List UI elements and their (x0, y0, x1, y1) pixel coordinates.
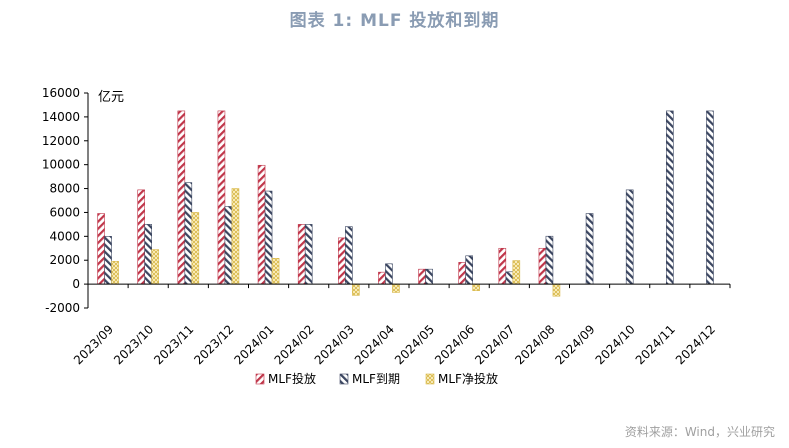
bar-mlf-net-issuance (392, 283, 400, 293)
y-unit-label: 亿元 (98, 90, 124, 105)
x-tick-label: 2024/12 (673, 322, 718, 367)
legend-mlf-issuance-label: MLF投放 (268, 371, 316, 386)
x-tick-label: 2024/04 (352, 322, 397, 367)
bar-mlf-issuance (257, 164, 266, 285)
bar-mlf-net-issuance (191, 212, 200, 285)
x-tick-label: 2024/01 (232, 322, 277, 367)
bar-mlf-maturity (706, 110, 714, 285)
bar-mlf-maturity (625, 189, 634, 285)
x-tick-label: 2024/03 (312, 322, 357, 367)
bar-mlf-issuance (338, 237, 346, 285)
y-tick-label: 10000 (42, 158, 80, 172)
bar-mlf-issuance (538, 247, 547, 285)
bar-mlf-issuance (498, 247, 507, 285)
x-tick-label: 2023/12 (191, 322, 236, 367)
bar-mlf-net-issuance (512, 260, 521, 285)
x-tick-label: 2024/08 (512, 322, 557, 367)
bar-mlf-maturity (144, 224, 152, 285)
x-tick-label: 2024/05 (392, 322, 437, 367)
bar-mlf-maturity (345, 226, 353, 285)
bar-mlf-maturity (545, 235, 554, 285)
bar-mlf-net-issuance (352, 283, 360, 296)
bar-mlf-maturity (505, 271, 514, 285)
bar-mlf-maturity (585, 213, 594, 285)
source-note: 资料来源：Wind，兴业研究 (624, 425, 775, 439)
bar-mlf-issuance (97, 213, 105, 285)
x-tick-label: 2024/06 (432, 322, 477, 367)
bar-mlf-issuance (177, 110, 186, 285)
y-tick-label: 6000 (49, 205, 80, 219)
bar-mlf-maturity (184, 182, 193, 285)
bar-mlf-maturity (264, 190, 273, 285)
bar-mlf-maturity (425, 268, 433, 285)
bar-mlf-net-issuance (472, 283, 480, 291)
y-tick-label: 8000 (49, 182, 80, 196)
legend-mlf-maturity-swatch (339, 373, 349, 385)
bar-mlf-maturity (385, 263, 393, 285)
legend-mlf-net-issuance-swatch (425, 373, 435, 385)
x-tick-label: 2024/10 (593, 322, 638, 367)
legend-mlf-maturity-label: MLF到期 (352, 372, 400, 386)
x-tick-label: 2024/07 (472, 322, 517, 367)
x-tick-label: 2024/11 (633, 322, 678, 367)
x-tick-label: 2023/11 (151, 322, 196, 367)
y-tick-label: 0 (72, 277, 80, 291)
bar-mlf-maturity (304, 224, 313, 285)
legend-mlf-issuance-swatch (255, 373, 265, 385)
y-tick-label: 16000 (42, 86, 80, 100)
x-tick-label: 2024/09 (553, 322, 598, 367)
bar-mlf-net-issuance (552, 283, 561, 297)
bar-mlf-issuance (458, 262, 466, 285)
bar-mlf-net-issuance (271, 258, 280, 285)
bar-mlf-issuance (217, 110, 226, 285)
bar-mlf-maturity (465, 255, 473, 285)
x-tick-label: 2023/10 (111, 322, 156, 367)
bar-mlf-maturity (104, 236, 112, 285)
bar-mlf-net-issuance (231, 188, 240, 285)
chart-title: 图表 1: MLF 投放和到期 (289, 11, 500, 31)
bar-mlf-net-issuance (151, 249, 159, 285)
bar-mlf-issuance (418, 268, 426, 285)
y-tick-label: 2000 (49, 253, 80, 267)
y-tick-label: -2000 (45, 301, 80, 315)
bar-mlf-maturity (666, 110, 674, 285)
bar-mlf-net-issuance (111, 260, 119, 285)
bar-mlf-issuance (378, 271, 386, 285)
bar-mlf-maturity (224, 206, 233, 285)
x-tick-label: 2023/09 (71, 322, 116, 367)
y-tick-label: 14000 (42, 110, 80, 124)
bar-mlf-issuance (297, 224, 306, 285)
x-tick-label: 2024/02 (272, 322, 317, 367)
y-tick-label: 12000 (42, 134, 80, 148)
legend-mlf-net-issuance-label: MLF净投放 (438, 371, 498, 386)
y-tick-label: 4000 (49, 229, 80, 243)
bar-mlf-issuance (137, 189, 145, 285)
